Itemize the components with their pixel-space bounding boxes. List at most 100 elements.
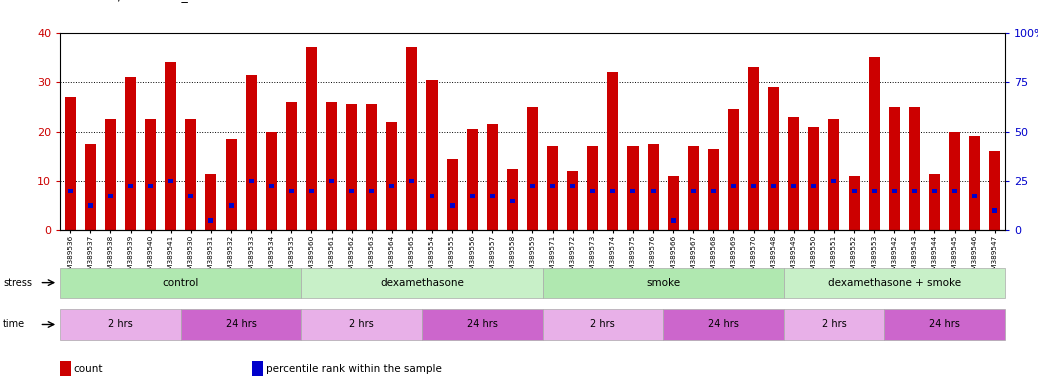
Bar (389, 184, 394, 188)
Bar (487, 124, 498, 230)
Bar (249, 179, 253, 183)
Bar (285, 102, 297, 230)
Text: dexamethasone + smoke: dexamethasone + smoke (827, 278, 961, 288)
Bar (973, 194, 977, 198)
Bar (667, 176, 679, 230)
Bar (510, 199, 515, 203)
Bar (812, 184, 816, 188)
Bar (128, 184, 133, 188)
Bar (145, 119, 156, 230)
Text: time: time (3, 319, 25, 329)
Text: 24 hrs: 24 hrs (225, 319, 256, 329)
Bar (610, 189, 616, 193)
Bar (547, 146, 558, 230)
Text: 2 hrs: 2 hrs (591, 319, 616, 329)
Bar (570, 184, 575, 188)
Bar (188, 194, 193, 198)
Text: percentile rank within the sample: percentile rank within the sample (266, 364, 441, 374)
Bar (771, 184, 776, 188)
Text: 2 hrs: 2 hrs (108, 319, 133, 329)
Bar (427, 79, 438, 230)
Text: 2 hrs: 2 hrs (822, 319, 846, 329)
Bar (349, 189, 354, 193)
Bar (430, 194, 435, 198)
Bar (186, 119, 196, 230)
Bar (651, 189, 656, 193)
Bar (711, 189, 716, 193)
Bar (346, 104, 357, 230)
Bar (370, 189, 375, 193)
Bar (728, 109, 739, 230)
Bar (909, 107, 920, 230)
Bar (168, 179, 173, 183)
Bar (366, 104, 377, 230)
Bar (309, 189, 313, 193)
Bar (105, 119, 116, 230)
Bar (567, 171, 578, 230)
Text: stress: stress (3, 278, 32, 288)
Text: GDS3746 / 1384912_at: GDS3746 / 1384912_at (55, 0, 200, 2)
Bar (527, 107, 538, 230)
Text: control: control (163, 278, 199, 288)
Bar (449, 204, 455, 208)
Bar (108, 194, 113, 198)
Text: count: count (74, 364, 103, 374)
Bar (329, 179, 334, 183)
Bar (507, 169, 518, 230)
Bar (67, 189, 73, 193)
Text: 24 hrs: 24 hrs (467, 319, 497, 329)
Bar (992, 209, 998, 213)
Bar (490, 194, 495, 198)
Bar (952, 189, 957, 193)
Bar (731, 184, 736, 188)
Bar (266, 131, 277, 230)
Bar (470, 194, 474, 198)
Bar (690, 189, 695, 193)
Bar (929, 174, 940, 230)
Bar (949, 131, 960, 230)
Bar (848, 176, 859, 230)
Bar (969, 136, 980, 230)
Bar (648, 144, 658, 230)
Bar (688, 146, 699, 230)
Text: 24 hrs: 24 hrs (929, 319, 960, 329)
Bar (206, 174, 217, 230)
Bar (289, 189, 294, 193)
Bar (911, 189, 917, 193)
Bar (165, 62, 176, 230)
Bar (989, 151, 1001, 230)
Bar (530, 184, 535, 188)
Bar (225, 139, 237, 230)
Bar (467, 129, 477, 230)
Bar (550, 184, 555, 188)
Text: 2 hrs: 2 hrs (350, 319, 374, 329)
Bar (788, 117, 799, 230)
Bar (809, 127, 819, 230)
Bar (831, 179, 837, 183)
Bar (386, 122, 398, 230)
Bar (246, 74, 256, 230)
Bar (125, 77, 136, 230)
Bar (446, 159, 458, 230)
Text: smoke: smoke (646, 278, 680, 288)
Bar (228, 204, 234, 208)
Bar (607, 72, 619, 230)
Bar (752, 184, 756, 188)
Bar (768, 87, 780, 230)
Bar (892, 189, 897, 193)
Bar (932, 189, 937, 193)
Bar (828, 119, 840, 230)
Bar (791, 184, 796, 188)
Text: 24 hrs: 24 hrs (708, 319, 739, 329)
Bar (889, 107, 900, 230)
Bar (88, 204, 92, 208)
Bar (627, 146, 638, 230)
Bar (591, 189, 595, 193)
Bar (85, 144, 95, 230)
Bar (148, 184, 154, 188)
Bar (748, 67, 759, 230)
Bar (407, 48, 417, 230)
Bar (64, 97, 76, 230)
Bar (326, 102, 337, 230)
Bar (671, 218, 676, 223)
